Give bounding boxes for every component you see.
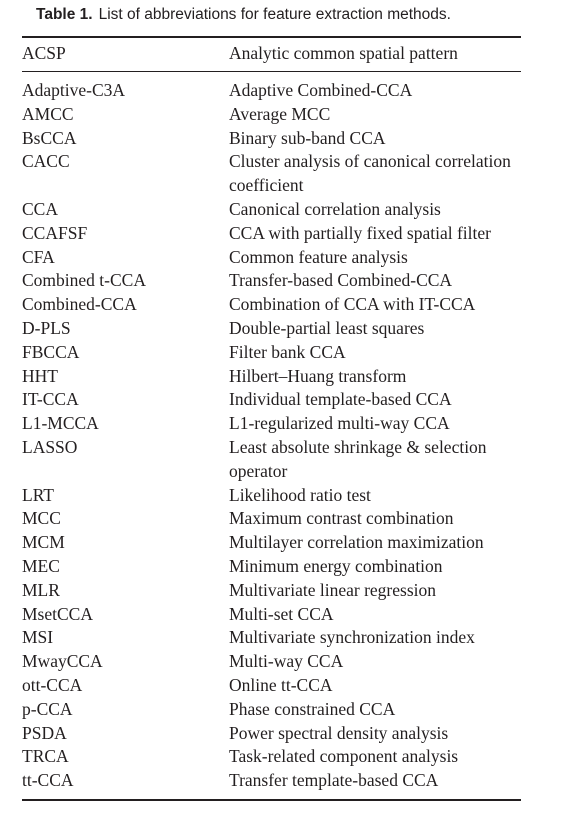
row-abbreviation: MCM: [22, 532, 65, 553]
bottom-rule: [22, 799, 521, 801]
header-abbreviation: ACSP: [22, 43, 66, 63]
table-row: MEC Minimum energy combination: [0, 555, 581, 579]
row-definition: Multilayer correlation maximization: [229, 532, 484, 553]
table-row: CCAFSF CCA with partially fixed spatial f…: [0, 222, 581, 246]
row-abbreviation: IT-CCA: [22, 389, 79, 410]
caption-text: List of abbreviations for feature extrac…: [98, 6, 451, 23]
row-definition: Transfer-based Combined-CCA: [229, 270, 453, 291]
table-row: TRCA Task-related component analysis: [0, 745, 581, 769]
row-definition: L1-regularized multi-way CCA: [229, 413, 450, 434]
row-abbreviation: HHT: [22, 365, 58, 386]
row-abbreviation: AMCC: [22, 103, 74, 124]
table-body: Adaptive-C3A Adaptive Combined-CCA AMCC Ave…: [0, 79, 581, 793]
table-row: MwayCCA Multi-way CCA: [0, 650, 581, 674]
table-header-row: ACSP Analytic common spatial pattern: [0, 41, 581, 65]
table-row: FBCCA Filter bank CCA: [0, 341, 581, 365]
row-definition: Cluster analysis of canonical correlatio…: [229, 151, 511, 196]
table-row: L1-MCCA L1-regularized multi-way CCA: [0, 412, 581, 436]
row-definition: Multivariate synchronization index: [229, 627, 475, 648]
row-definition: Double-partial least squares: [229, 317, 425, 338]
table-row: LASSO Least absolute shrinkage & selectio…: [0, 436, 581, 484]
row-definition: Adaptive Combined-CCA: [229, 80, 413, 100]
row-abbreviation: LASSO: [22, 436, 78, 457]
row-abbreviation: ott-CCA: [22, 674, 83, 695]
row-abbreviation: MsetCCA: [22, 603, 93, 624]
row-definition: Common feature analysis: [229, 246, 408, 267]
row-definition: Phase constrained CCA: [229, 698, 396, 719]
top-rule: [22, 36, 521, 38]
row-definition: Multi-set CCA: [229, 603, 334, 624]
row-abbreviation: CCA: [22, 198, 58, 219]
table-row: IT-CCA Individual template-based CCA: [0, 388, 581, 412]
row-definition: Transfer template-based CCA: [229, 770, 439, 791]
row-definition: Binary sub-band CCA: [229, 127, 386, 148]
row-abbreviation: MEC: [22, 555, 60, 576]
table-row: MCM Multilayer correlation maximization: [0, 531, 581, 555]
row-definition: Minimum energy combination: [229, 555, 443, 576]
row-abbreviation: LRT: [22, 484, 55, 505]
table-row: CACC Cluster analysis of canonical correl…: [0, 150, 581, 198]
row-abbreviation: Combined t-CCA: [22, 270, 146, 291]
row-abbreviation: MwayCCA: [22, 651, 103, 672]
table-row: Adaptive-C3A Adaptive Combined-CCA: [0, 79, 581, 103]
table-row: MSI Multivariate synchronization index: [0, 626, 581, 650]
header-rule: [22, 71, 521, 72]
caption-label: Table 1.: [36, 6, 93, 23]
table-row: ott-CCA Online tt-CCA: [0, 674, 581, 698]
row-abbreviation: Combined-CCA: [22, 294, 137, 315]
row-abbreviation: MSI: [22, 627, 54, 648]
row-abbreviation: PSDA: [22, 722, 67, 743]
row-definition: Likelihood ratio test: [229, 484, 371, 505]
row-abbreviation: tt-CCA: [22, 770, 74, 791]
table-row: LRT Likelihood ratio test: [0, 484, 581, 508]
row-abbreviation: MLR: [22, 579, 60, 600]
row-definition: Individual template-based CCA: [229, 389, 452, 410]
table-row: CFA Common feature analysis: [0, 246, 581, 270]
row-definition: Online tt-CCA: [229, 674, 333, 695]
row-abbreviation: Adaptive-C3A: [22, 80, 126, 100]
row-definition: Multi-way CCA: [229, 651, 344, 672]
table-row: Combined t-CCA Transfer-based Combined-CC…: [0, 269, 581, 293]
header-definition: Analytic common spatial pattern: [229, 43, 458, 63]
row-abbreviation: D-PLS: [22, 317, 71, 338]
table-row: Combined-CCA Combination of CCA with IT-C…: [0, 293, 581, 317]
row-definition: Multivariate linear regression: [229, 579, 437, 600]
row-definition: Power spectral density analysis: [229, 722, 449, 743]
row-definition: Filter bank CCA: [229, 341, 346, 362]
table-row: HHT Hilbert–Huang transform: [0, 365, 581, 389]
table-row: BsCCA Binary sub-band CCA: [0, 127, 581, 151]
row-definition: Combination of CCA with IT-CCA: [229, 294, 476, 315]
table-row: MLR Multivariate linear regression: [0, 579, 581, 603]
row-abbreviation: BsCCA: [22, 127, 77, 148]
row-abbreviation: MCC: [22, 508, 61, 529]
row-abbreviation: CACC: [22, 151, 70, 172]
table-row: PSDA Power spectral density analysis: [0, 722, 581, 746]
row-definition: Canonical correlation analysis: [229, 198, 441, 219]
row-abbreviation: p-CCA: [22, 698, 73, 719]
row-definition: Hilbert–Huang transform: [229, 365, 407, 386]
row-abbreviation: TRCA: [22, 746, 69, 767]
row-definition: Least absolute shrinkage & selection ope…: [229, 436, 487, 481]
table-row: D-PLS Double-partial least squares: [0, 317, 581, 341]
row-definition: Average MCC: [229, 103, 331, 124]
row-abbreviation: L1-MCCA: [22, 413, 99, 434]
row-definition: Task-related component analysis: [229, 746, 459, 767]
row-definition: CCA with partially fixed spatial filter: [229, 222, 491, 243]
row-abbreviation: CFA: [22, 246, 55, 267]
table-row: MsetCCA Multi-set CCA: [0, 603, 581, 627]
table-caption: Table 1. List of abbreviations for featur…: [36, 6, 451, 24]
table-row: p-CCA Phase constrained CCA: [0, 698, 581, 722]
table-row: AMCC Average MCC: [0, 103, 581, 127]
row-abbreviation: FBCCA: [22, 341, 80, 362]
table-row: MCC Maximum contrast combination: [0, 507, 581, 531]
table-row: CCA Canonical correlation analysis: [0, 198, 581, 222]
row-abbreviation: CCAFSF: [22, 222, 88, 243]
row-definition: Maximum contrast combination: [229, 508, 454, 529]
table-row: tt-CCA Transfer template-based CCA: [0, 769, 581, 793]
